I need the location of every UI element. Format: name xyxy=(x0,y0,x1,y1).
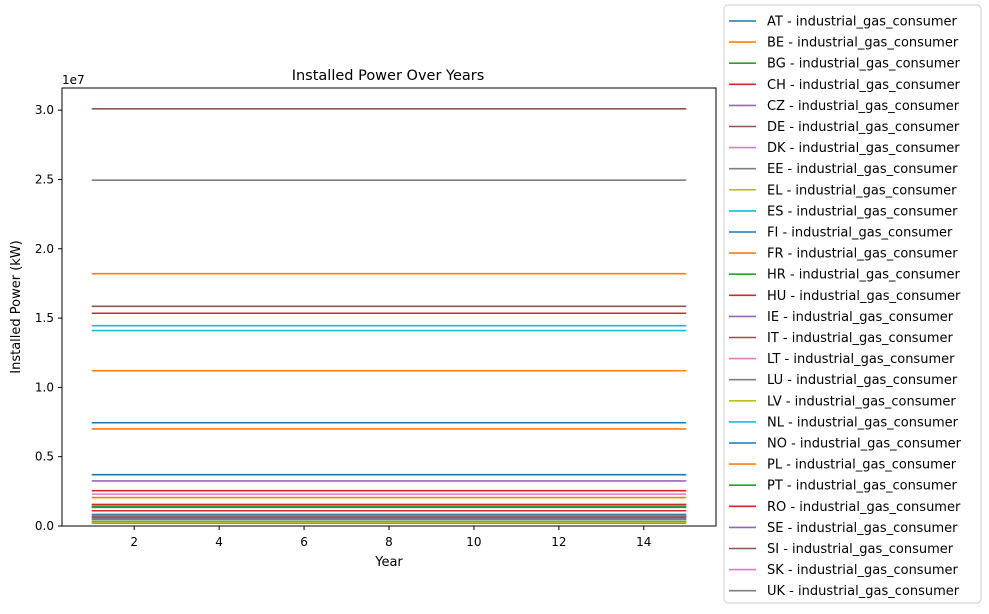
legend-label: CH - industrial_gas_consumer xyxy=(767,78,961,93)
legend-label: CZ - industrial_gas_consumer xyxy=(767,99,960,114)
x-tick-label: 8 xyxy=(385,535,393,549)
y-tick-label: 3.0 xyxy=(35,103,54,117)
legend-label: NO - industrial_gas_consumer xyxy=(767,437,962,452)
x-tick-label: 6 xyxy=(300,535,308,549)
legend-label: ES - industrial_gas_consumer xyxy=(767,204,958,219)
legend-label: AT - industrial_gas_consumer xyxy=(767,15,958,30)
legend-label: SI - industrial_gas_consumer xyxy=(767,542,954,557)
y-axis-ticks: 0.0 0.5 1.0 1.5 2.0 2.5 3.0 xyxy=(35,103,62,533)
legend-label: FI - industrial_gas_consumer xyxy=(767,226,953,241)
plot-lines xyxy=(91,107,687,525)
x-axis-label: Year xyxy=(374,555,403,570)
legend-label: LV - industrial_gas_consumer xyxy=(767,394,956,409)
legend-label: HR - industrial_gas_consumer xyxy=(767,268,961,283)
x-tick-label: 12 xyxy=(551,535,566,549)
y-tick-label: 0.0 xyxy=(35,519,54,533)
legend-label: HU - industrial_gas_consumer xyxy=(767,289,961,304)
legend-label: BG - industrial_gas_consumer xyxy=(767,57,960,72)
legend-label: BE - industrial_gas_consumer xyxy=(767,36,959,51)
legend-label: DE - industrial_gas_consumer xyxy=(767,120,960,135)
x-axis-ticks: 2 4 6 8 10 12 14 xyxy=(130,526,651,549)
legend-label: SK - industrial_gas_consumer xyxy=(767,563,958,578)
legend-frame xyxy=(723,4,982,604)
legend-label: EE - industrial_gas_consumer xyxy=(767,162,958,177)
legend-items: AT - industrial_gas_consumer BE - industr… xyxy=(729,15,962,599)
legend-label: RO - industrial_gas_consumer xyxy=(767,500,961,515)
y-axis-label: Installed Power (kW) xyxy=(9,240,24,373)
legend-label: NL - industrial_gas_consumer xyxy=(767,415,959,430)
legend-label: IE - industrial_gas_consumer xyxy=(767,310,954,325)
legend-label: FR - industrial_gas_consumer xyxy=(767,247,958,262)
y-tick-label: 1.0 xyxy=(35,380,54,394)
legend-label: SE - industrial_gas_consumer xyxy=(767,521,958,536)
legend-label: DK - industrial_gas_consumer xyxy=(767,141,960,156)
y-tick-label: 0.5 xyxy=(35,450,54,464)
y-axis-scale-label: 1e7 xyxy=(62,73,85,87)
x-tick-label: 2 xyxy=(130,535,138,549)
legend: AT - industrial_gas_consumer BE - industr… xyxy=(723,4,982,604)
chart-title: Installed Power Over Years xyxy=(292,68,485,84)
legend-label: LT - industrial_gas_consumer xyxy=(767,352,955,367)
legend-label: PT - industrial_gas_consumer xyxy=(767,479,957,494)
legend-label: EL - industrial_gas_consumer xyxy=(767,183,957,198)
legend-label: LU - industrial_gas_consumer xyxy=(767,373,958,388)
legend-label: UK - industrial_gas_consumer xyxy=(767,584,960,599)
x-tick-label: 4 xyxy=(215,535,223,549)
y-tick-label: 2.0 xyxy=(35,242,54,256)
legend-label: PL - industrial_gas_consumer xyxy=(767,458,957,473)
x-tick-label: 14 xyxy=(636,535,651,549)
y-tick-label: 1.5 xyxy=(35,311,54,325)
y-tick-label: 2.5 xyxy=(35,172,54,186)
x-tick-label: 10 xyxy=(466,535,481,549)
legend-label: IT - industrial_gas_consumer xyxy=(767,331,953,346)
